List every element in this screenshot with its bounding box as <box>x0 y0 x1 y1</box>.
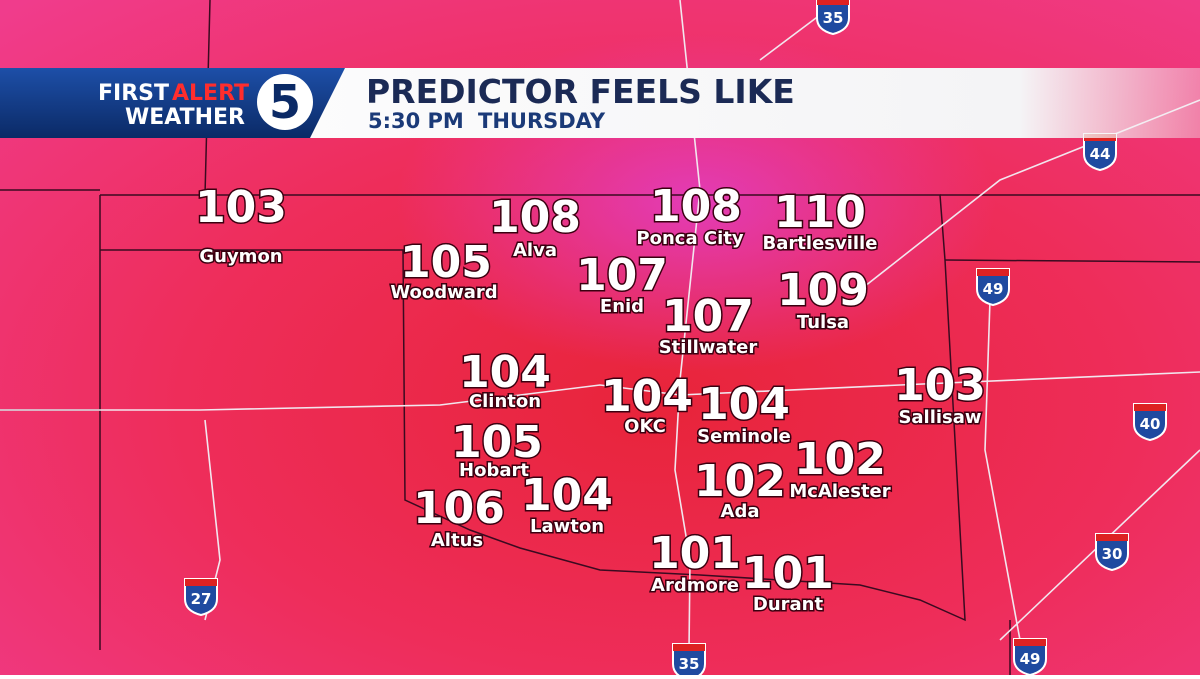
city-name: Guymon <box>199 246 282 267</box>
shield-top <box>673 644 705 651</box>
city-name: OKC <box>624 416 666 437</box>
city-name: Clinton <box>469 391 541 412</box>
city-value: 103 <box>894 360 986 411</box>
shield-number: 44 <box>1090 145 1111 163</box>
header: FIRST ALERT WEATHER 5 PREDICTOR FEELS LI… <box>0 68 1200 138</box>
city-value: 101 <box>649 528 741 579</box>
shield-top <box>977 269 1009 276</box>
shield-number: 49 <box>983 280 1004 298</box>
city-name: Ada <box>721 501 760 522</box>
city-value: 107 <box>576 250 668 301</box>
shield <box>1083 133 1117 172</box>
shield-top <box>1134 404 1166 411</box>
shield-number: 35 <box>823 9 844 27</box>
title: PREDICTOR FEELS LIKE <box>366 72 795 111</box>
day: THURSDAY <box>478 109 606 133</box>
shield <box>976 268 1010 307</box>
city-value: 104 <box>698 379 790 430</box>
logo-panel <box>0 68 345 138</box>
city-name: Ponca City <box>636 228 743 249</box>
city-value: 104 <box>521 470 613 521</box>
city-value: 104 <box>601 371 693 422</box>
shield-number: 49 <box>1020 650 1041 668</box>
shield-number: 40 <box>1140 415 1161 433</box>
city-value: 105 <box>451 417 543 468</box>
city-value: 109 <box>777 265 869 316</box>
shield-number: 35 <box>679 655 700 673</box>
city-name: Sallisaw <box>898 407 981 428</box>
city-name: Altus <box>431 530 483 551</box>
city-name: McAlester <box>789 481 890 502</box>
city-name: Alva <box>513 240 557 261</box>
city-name: Stillwater <box>659 337 758 358</box>
city-value: 108 <box>489 192 581 243</box>
shield-top <box>1014 639 1046 646</box>
city-name: Woodward <box>390 282 497 303</box>
city-value: 107 <box>662 291 754 342</box>
city-value: 102 <box>694 456 786 507</box>
city-name: Seminole <box>697 426 791 447</box>
city-name: Tulsa <box>797 312 849 333</box>
city-value: 102 <box>794 434 886 485</box>
city-value: 105 <box>400 237 492 288</box>
logo-weather: WEATHER <box>125 105 245 130</box>
shield-top <box>185 579 217 586</box>
shield-top <box>1096 534 1128 541</box>
city-name: Durant <box>753 594 824 615</box>
interstate-shields: 35 44 49 40 30 27 35 49 <box>184 0 1167 679</box>
city-name: Bartlesville <box>763 233 878 254</box>
shield <box>816 0 850 36</box>
city-name: Ardmore <box>651 575 739 596</box>
city-value: 106 <box>413 483 505 534</box>
logo-alert: ALERT <box>172 81 249 106</box>
logo-first: FIRST <box>98 81 169 106</box>
shield <box>1133 403 1167 442</box>
city-name: Enid <box>600 296 644 317</box>
shield <box>1095 533 1129 572</box>
city-value: 110 <box>774 187 866 238</box>
city-value: 101 <box>742 548 834 599</box>
city-name: Hobart <box>459 460 529 481</box>
time: 5:30 PM <box>368 109 464 133</box>
shield <box>672 643 706 679</box>
city-name: Lawton <box>530 516 604 537</box>
logo-channel: 5 <box>269 75 301 129</box>
shield-number: 30 <box>1102 545 1123 563</box>
city-value: 108 <box>650 181 742 232</box>
shield-number: 27 <box>191 590 212 608</box>
city-value: 103 <box>195 182 287 233</box>
shield-top <box>817 0 849 5</box>
logo-badge <box>257 74 313 130</box>
shield <box>184 578 218 617</box>
city-value: 104 <box>459 347 551 398</box>
